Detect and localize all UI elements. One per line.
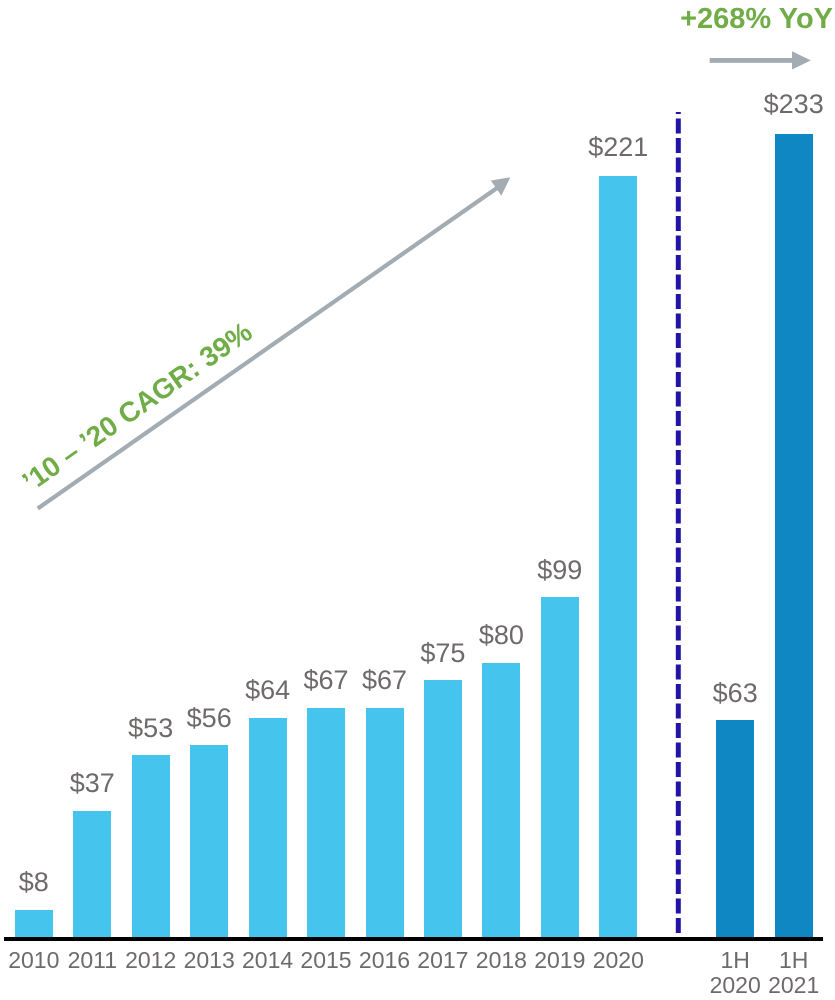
svg-text:’10 – ’20 CAGR: 39%: ’10 – ’20 CAGR: 39%	[17, 316, 258, 498]
